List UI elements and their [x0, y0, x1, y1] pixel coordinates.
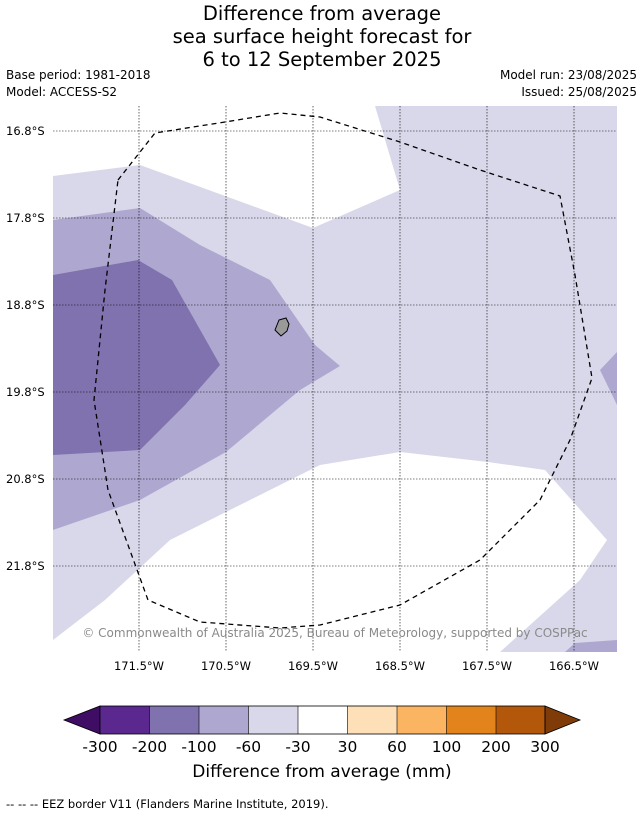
lat-label-18-8s: 18.8°S [6, 298, 45, 312]
colorbar-tick-100: 100 [431, 738, 462, 756]
colorbar-tick-minus-100: -100 [181, 738, 217, 756]
colorbar-tick-minus-200: -200 [131, 738, 168, 756]
eez-footnote: -- -- -- EEZ border V11 (Flanders Marine… [6, 797, 329, 811]
lat-label-19-8s: 19.8°S [6, 385, 45, 399]
copyright-text: © Commonwealth of Australia 2025, Bureau… [82, 626, 588, 640]
lon-label-171-5w: 171.5°W [113, 659, 165, 673]
lon-label-167-5w: 167.5°W [461, 659, 513, 673]
contour-fill-medium-bottom-right [565, 640, 617, 652]
lon-label-168-5w: 168.5°W [374, 659, 426, 673]
colorbar-tick-300: 300 [530, 738, 560, 756]
colorbar-tick-200: 200 [481, 738, 511, 756]
island-niue [274, 317, 290, 337]
lon-label-166-5w: 166.5°W [548, 659, 600, 673]
issued-text: Issued: 25/08/2025 [521, 85, 637, 99]
map-area [53, 106, 617, 652]
colorbar [62, 705, 582, 735]
contour-fill-neutral-bottom [53, 452, 607, 652]
colorbar-tick-minus-300: -300 [82, 738, 118, 756]
title-line-1: Difference from average [202, 2, 442, 25]
lat-label-20-8s: 20.8°S [6, 472, 45, 486]
model-text: Model: ACCESS-S2 [6, 85, 118, 99]
colorbar-tick-30: 30 [337, 738, 358, 756]
lat-label-17-8s: 17.8°S [6, 211, 45, 225]
lat-label-16-8s: 16.8°S [6, 124, 45, 138]
graticule [53, 106, 617, 652]
title-line-2: sea surface height forecast for [172, 25, 472, 48]
colorbar-tick-minus-30: -30 [285, 738, 311, 756]
eez-border [93, 112, 593, 629]
lat-label-21-8s: 21.8°S [6, 559, 45, 573]
colorbar-tick-60: 60 [387, 738, 407, 756]
model-run-text: Model run: 23/08/2025 [499, 68, 637, 82]
title-line-3: 6 to 12 September 2025 [202, 48, 442, 71]
lon-label-170-5w: 170.5°W [200, 659, 252, 673]
lon-label-169-5w: 169.5°W [287, 659, 339, 673]
colorbar-tick-minus-60: -60 [235, 738, 262, 756]
base-period-text: Base period: 1981-2018 [6, 68, 151, 82]
contour-fill-medium-right [600, 352, 617, 405]
colorbar-title: Difference from average (mm) [192, 762, 452, 782]
